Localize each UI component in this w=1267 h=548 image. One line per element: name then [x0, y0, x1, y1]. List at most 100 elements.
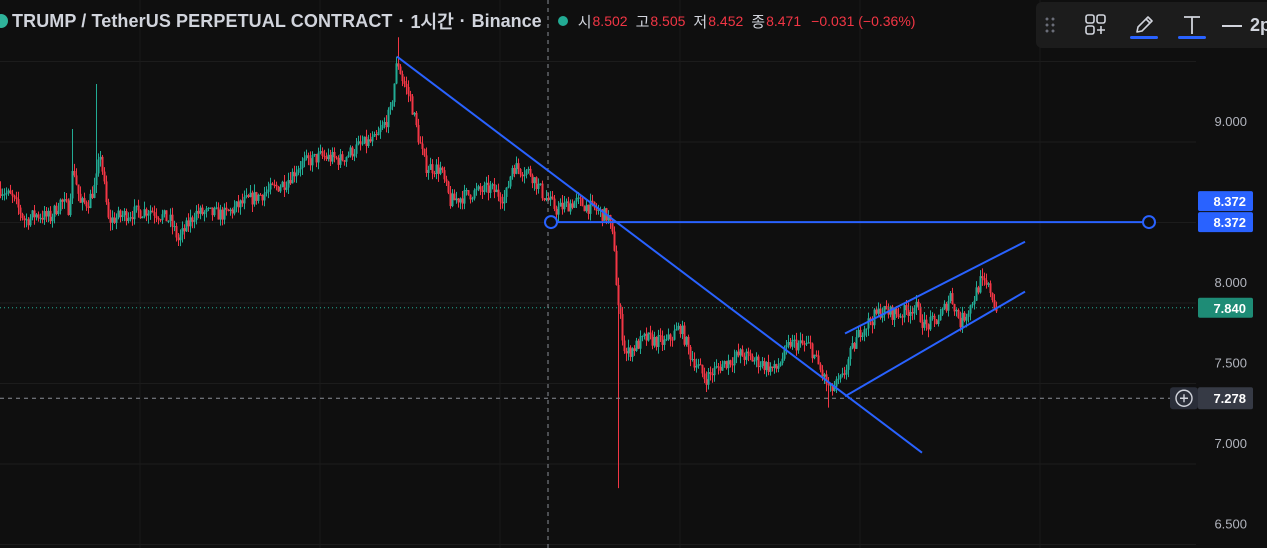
candle-body	[271, 183, 274, 185]
candle-body	[991, 293, 994, 301]
candle-body	[591, 200, 594, 202]
candle-body	[211, 207, 214, 216]
symbol-title[interactable]: TRUMP / TetherUS PERPETUAL CONTRACT	[12, 10, 393, 31]
market-status-icon[interactable]	[557, 16, 568, 26]
candle-body	[57, 210, 60, 215]
drawings	[0, 0, 1196, 548]
candle-body	[383, 122, 386, 125]
candle-body	[493, 184, 496, 193]
candle-body	[17, 199, 20, 208]
candle-body	[491, 184, 494, 186]
candle-body	[709, 372, 712, 374]
candle-body	[607, 215, 610, 221]
candle-body	[945, 303, 948, 311]
candle-body	[717, 366, 720, 368]
candle-body	[365, 136, 368, 147]
candle-body	[455, 198, 458, 201]
candle-body	[69, 198, 72, 216]
interval-label[interactable]: 1시간	[410, 12, 454, 32]
candle-body	[697, 364, 700, 366]
candle-body	[173, 226, 176, 228]
text-color-button[interactable]	[1172, 5, 1212, 45]
candle-body	[117, 210, 120, 218]
channel-line	[844, 290, 1026, 398]
candle-body	[955, 309, 958, 312]
candle-body	[551, 196, 554, 199]
candle-body	[207, 207, 210, 209]
candle-body	[977, 287, 980, 293]
drawing-toolbar: 2p	[1036, 2, 1267, 48]
candle-body	[387, 109, 390, 128]
candle-body	[935, 319, 938, 325]
candle-body	[167, 220, 170, 222]
candle-body	[269, 183, 272, 190]
candle-body	[285, 187, 288, 190]
drag-handle-icon[interactable]	[1044, 16, 1056, 34]
close-value: 8.471	[766, 13, 802, 29]
plus-circle-icon	[1175, 389, 1193, 407]
price-axis: 9.5009.0008.5008.0007.5007.0006.5008.372…	[1170, 0, 1267, 548]
candle-body	[353, 153, 356, 157]
object-tree-button[interactable]	[1076, 5, 1116, 45]
candle-body	[995, 308, 998, 312]
line-color-button[interactable]	[1124, 5, 1164, 45]
candle-body	[919, 306, 922, 323]
candle-body	[505, 187, 508, 197]
candle-body	[965, 316, 968, 321]
candle-body	[513, 167, 516, 174]
candle-body	[297, 169, 300, 173]
candle-body	[107, 202, 110, 218]
candle-body	[265, 191, 268, 194]
candle-body	[399, 66, 402, 75]
candle-body	[569, 203, 572, 212]
candle-body	[143, 209, 146, 217]
candle-body	[703, 373, 706, 380]
candle-body	[515, 163, 518, 174]
candle-body	[303, 158, 306, 162]
candle-body	[817, 355, 820, 365]
candle-body	[805, 343, 808, 345]
crosshair-price-label: 7.278	[1213, 391, 1246, 406]
candle-body	[463, 190, 466, 204]
candle-body	[51, 216, 54, 222]
candle-body	[701, 364, 704, 374]
candle-body	[807, 342, 810, 344]
candle-body	[587, 204, 590, 214]
candle-body	[937, 320, 940, 325]
candle-body	[231, 209, 234, 214]
line-width-button[interactable]: 2p	[1222, 15, 1267, 36]
candle-body	[485, 182, 488, 185]
candle-body	[459, 198, 462, 203]
line-width-label: 2p	[1250, 14, 1267, 35]
candle-body	[61, 199, 64, 202]
candle-body	[679, 325, 682, 335]
coin-logo-icon	[0, 14, 8, 28]
candle-body	[483, 184, 486, 192]
exchange-label[interactable]: Binance	[471, 10, 542, 31]
candle-body	[891, 306, 894, 320]
candles	[0, 37, 998, 489]
candle-body	[671, 339, 674, 341]
candle-body	[347, 155, 350, 158]
crosshair-price-bg	[1198, 387, 1253, 410]
candle-body	[481, 190, 484, 192]
candle-body	[627, 347, 630, 354]
candle-body	[721, 364, 724, 371]
candle-body	[525, 170, 528, 175]
candle-body	[571, 203, 574, 208]
candle-body	[29, 217, 32, 226]
candle-body	[41, 217, 44, 220]
candle-body	[533, 177, 536, 184]
candle-body	[791, 339, 794, 347]
candle-body	[565, 201, 568, 203]
candle-body	[177, 237, 180, 241]
candle-body	[157, 217, 160, 220]
candle-body	[901, 316, 904, 318]
candle-body	[637, 340, 640, 349]
candle-body	[309, 158, 312, 166]
candle-body	[71, 170, 74, 199]
candle-body	[237, 201, 240, 208]
candle-body	[579, 197, 582, 199]
candle-body	[239, 200, 242, 208]
